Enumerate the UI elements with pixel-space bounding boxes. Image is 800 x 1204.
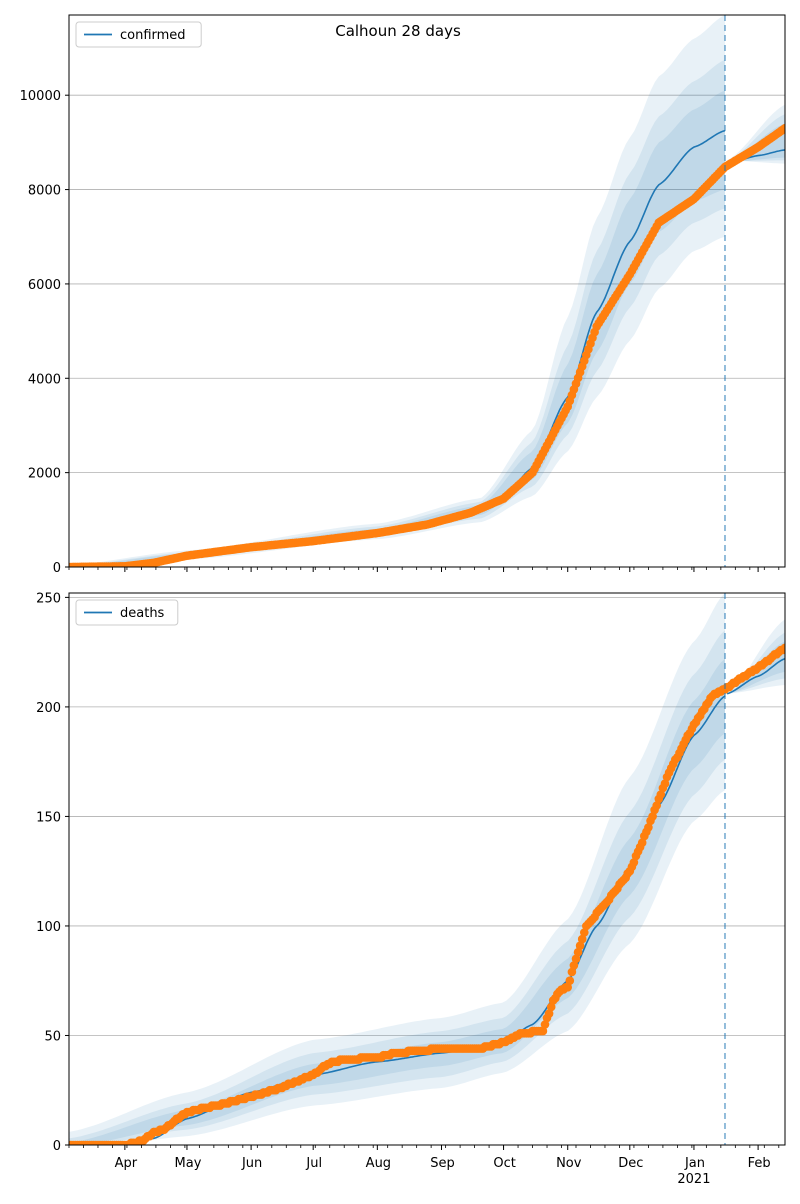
x-tick-label: Apr [115, 1156, 138, 1171]
observed-point [563, 983, 572, 992]
legend: confirmed [75, 21, 202, 48]
observed-point [540, 1020, 550, 1029]
plot-area [69, 15, 785, 567]
x-tick-label: Oct [493, 1156, 515, 1171]
legend-box [75, 599, 179, 626]
observed-points [69, 123, 785, 567]
y-tick-label: 6000 [28, 278, 61, 293]
y-tick-label: 10000 [20, 89, 61, 104]
y-tick-label: 2000 [28, 467, 61, 482]
x-tick-label: May [175, 1156, 202, 1171]
observed-point [780, 123, 785, 133]
y-tick-label: 100 [36, 920, 61, 935]
x-tick-label: Aug [366, 1156, 391, 1171]
outer-uncertainty-band [727, 104, 785, 164]
x-tick-label: Sep [430, 1156, 455, 1171]
figure-title: Calhoun 28 days [335, 22, 461, 40]
mid-uncertainty-band [69, 59, 725, 567]
legend: deaths [75, 599, 179, 626]
observed-point [538, 1026, 548, 1036]
outer-uncertainty-band [727, 619, 785, 694]
observed-point [648, 812, 657, 821]
x-tick-label: Jan [684, 1156, 705, 1171]
observed-point [569, 961, 579, 970]
observed-point [656, 790, 666, 799]
outer-uncertainty-band [69, 15, 725, 567]
x-tick-label: Dec [618, 1156, 643, 1171]
x-tick-label: Nov [556, 1156, 582, 1171]
observed-point [571, 954, 581, 964]
observed-point [580, 928, 589, 937]
x-tick-label: Jul [305, 1156, 322, 1171]
outer-uncertainty-band [69, 593, 725, 1145]
plot-area [69, 593, 785, 1145]
observed-points [69, 643, 785, 1145]
y-tick-label: 50 [44, 1029, 61, 1044]
observed-point [780, 643, 785, 653]
legend-box [75, 21, 202, 48]
observed-point [629, 858, 639, 867]
observed-point [644, 823, 653, 832]
observed-point [637, 838, 647, 847]
mid-uncertainty-band [727, 114, 785, 162]
axes-frame [68, 14, 786, 568]
x-tick-year-label: 2021 [677, 1172, 710, 1187]
x-tick-label: Jun [241, 1156, 262, 1171]
observed-point [546, 1002, 556, 1012]
mid-uncertainty-band [727, 632, 785, 694]
observed-point [544, 1009, 554, 1018]
x-tick-label: Feb [748, 1156, 771, 1171]
observed-point [567, 967, 577, 977]
y-tick-label: 0 [53, 1139, 61, 1154]
observed-point [652, 801, 661, 810]
confirmed-panel: 0 2000 4000 6000 8000 10000 confirmed [20, 14, 786, 576]
axes-frame [68, 592, 786, 1146]
observed-point [577, 934, 587, 944]
legend-label: confirmed [120, 28, 186, 43]
observed-point [565, 976, 575, 985]
y-tick-label: 4000 [28, 372, 61, 387]
model-forecast-line [726, 657, 785, 695]
y-tick-label: 8000 [28, 184, 61, 199]
y-tick-label: 250 [36, 591, 61, 606]
legend-label: deaths [120, 606, 165, 621]
y-tick-label: 150 [36, 810, 61, 825]
observed-point [573, 947, 583, 957]
y-tick-label: 0 [53, 561, 61, 576]
observed-point [660, 779, 670, 788]
mid-uncertainty-band [69, 630, 725, 1145]
y-tick-label: 200 [36, 701, 61, 716]
observed-point [575, 941, 585, 950]
deaths-panel: 0 50 100 150 200 250 Apr May Jun Jul Aug Sep Oct Nov D… [36, 591, 786, 1187]
